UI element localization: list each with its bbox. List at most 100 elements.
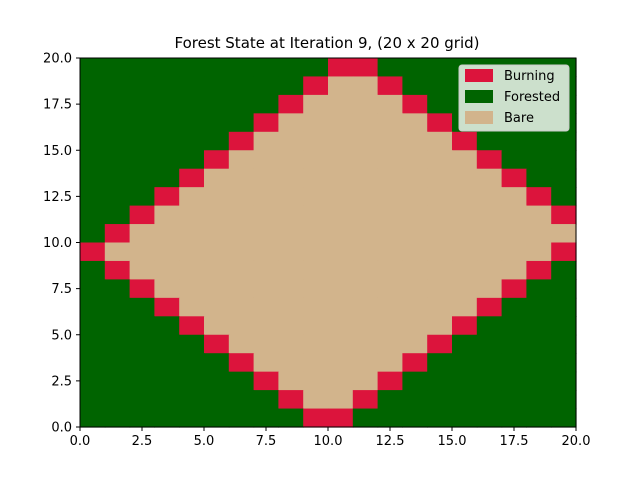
forested-cell [501,408,527,428]
bare-cell [303,353,329,373]
burning-cell [526,260,552,280]
forested-cell [551,168,577,188]
x-tick-label: 5.0 [194,434,215,449]
forested-cell [476,316,503,336]
bare-cell [204,224,230,244]
bare-cell [352,353,379,373]
bare-cell [476,242,503,262]
bare-cell [328,205,354,225]
bare-cell [526,224,552,244]
bare-cell [278,113,304,133]
bare-cell [452,224,478,244]
forested-cell [501,150,527,170]
forested-cell [129,58,155,78]
burning-cell [476,150,503,170]
bare-cell [303,390,329,410]
forested-cell [228,371,255,391]
forested-cell [104,353,131,373]
forested-cell [80,390,106,410]
bare-cell [352,371,379,391]
bare-cell [179,224,205,244]
bare-cell [551,224,577,244]
y-tick-label: 5.0 [51,328,72,343]
bare-cell [278,131,304,151]
burning-cell [278,94,304,114]
bare-cell [402,168,428,188]
forested-cell [402,408,428,428]
x-tick-label: 12.5 [376,434,405,449]
bare-cell [278,205,304,225]
bare-cell [328,224,354,244]
bare-cell [452,168,478,188]
forested-cell [80,224,106,244]
burning-cell [253,113,279,133]
bare-cell [129,260,155,280]
bare-cell [278,371,304,391]
forested-cell [377,58,403,78]
bare-cell [154,205,180,225]
bare-cell [377,113,403,133]
forested-cell [501,371,527,391]
bare-cell [402,224,428,244]
bare-cell [328,260,354,280]
burning-cell [204,334,230,354]
burning-cell [427,334,453,354]
bare-cell [476,205,503,225]
legend-swatch-burning [465,69,493,82]
bare-cell [303,224,329,244]
bare-cell [253,187,279,207]
burning-cell [452,316,478,336]
bare-cell [228,334,255,354]
bare-cell [377,94,403,114]
grid-cells [80,58,577,428]
bare-cell [476,187,503,207]
bare-cell [204,205,230,225]
bare-cell [377,224,403,244]
bare-cell [278,260,304,280]
forested-cell [427,353,453,373]
bare-cell [228,205,255,225]
bare-cell [204,242,230,262]
forested-cell [104,131,131,151]
forested-cell [154,131,180,151]
forested-cell [402,58,428,78]
burning-cell [104,260,131,280]
x-tick-label: 10.0 [314,434,343,449]
forested-cell [526,334,552,354]
y-axis: 0.0 2.5 5.0 7.5 10.0 12.5 15.0 17.5 20.0 [43,52,80,436]
y-tick-label: 7.5 [51,282,72,297]
bare-cell [253,131,279,151]
forested-cell [204,76,230,96]
bare-cell [452,260,478,280]
forested-cell [352,408,379,428]
bare-cell [452,187,478,207]
bare-cell [352,316,379,336]
bare-cell [427,260,453,280]
bare-cell [427,150,453,170]
bare-cell [328,168,354,188]
bare-cell [427,316,453,336]
forested-cell [80,334,106,354]
bare-cell [352,187,379,207]
bare-cell [352,131,379,151]
forested-cell [526,390,552,410]
bare-cell [501,260,527,280]
forested-cell [179,131,205,151]
forested-cell [402,76,428,96]
legend-label-forested: Forested [504,90,560,105]
chart-title: Forest State at Iteration 9, (20 x 20 gr… [174,34,479,52]
bare-cell [303,316,329,336]
bare-cell [179,260,205,280]
bare-cell [129,242,155,262]
forested-cell [129,297,155,317]
bare-cell [377,242,403,262]
bare-cell [278,334,304,354]
forested-cell [154,58,180,78]
bare-cell [303,205,329,225]
forested-cell [551,279,577,299]
forested-cell [104,150,131,170]
forested-cell [80,260,106,280]
forested-cell [104,371,131,391]
forested-cell [154,316,180,336]
bare-cell [328,76,354,96]
